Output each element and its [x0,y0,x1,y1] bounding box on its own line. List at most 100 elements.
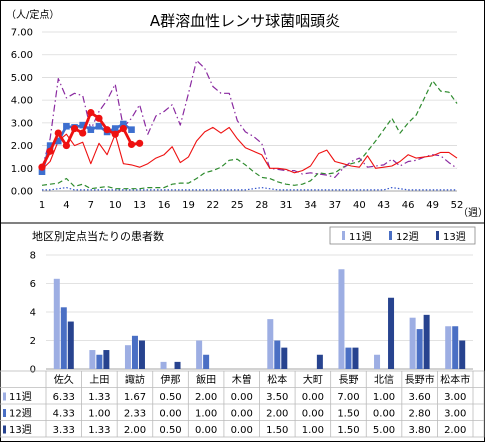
data-table-cell: 0.00 [231,392,253,403]
bar-chart-ytick-label: 4 [30,308,36,319]
legend-swatch [342,231,345,240]
line-chart-xtick-label: 4 [63,200,69,211]
data-table-row-label: 13週 [9,424,32,436]
bar-chart-ytick-label: 8 [30,251,36,262]
line-point-current-year [46,147,54,155]
data-table-cell: 0.00 [231,409,253,420]
line-chart-xtick-label: 52 [451,200,464,211]
data-table-cell: 0.00 [159,409,181,420]
line-chart-xtick-label: 31 [280,200,293,211]
line-chart-xtick-label: 19 [182,200,195,211]
data-table-swatch [3,425,6,434]
bar-chart-ytick-label: 6 [30,279,36,290]
line-point-blue-square [63,122,70,130]
data-table-category: 松本市 [440,373,470,386]
line-chart-xtick-label: 7 [88,200,94,211]
bar-6-1 [274,340,281,369]
line-chart-xtick-label: 22 [207,200,220,211]
data-table-cell: 6.33 [53,392,75,403]
bar-chart-ytick-label: 2 [30,336,36,347]
data-table-category: 長野市 [405,373,435,386]
line-chart-ytick-label: 6.00 [11,50,33,61]
data-table-cell: 0.50 [159,392,181,403]
data-table-cell: 3.00 [444,392,466,403]
bar-0-1 [60,307,67,369]
bar-chart-title: 地区別定点当たりの患者数 [32,229,164,243]
bar-11-1 [452,326,459,369]
line-chart-ytick-label: 3.00 [11,118,33,129]
data-table-row-label: 11週 [9,391,32,403]
bar-1-1 [96,354,103,369]
line-chart-xtick-label: 40 [353,200,366,211]
data-table-cell: 0.00 [302,392,324,403]
bar-6-0 [267,319,274,369]
line-chart-xtick-label: 49 [426,200,439,211]
bar-2-2 [138,340,145,369]
data-table-category: 伊那 [161,374,181,386]
line-series-red-solid [41,126,458,174]
line-chart-ytick-label: 0.00 [11,187,33,198]
data-table-cell: 0.50 [159,425,181,436]
line-chart-xtick-label: 34 [304,200,317,211]
data-table-category: 上田 [89,374,109,386]
line-chart-xtick-label: 37 [329,200,342,211]
line-point-blue-square [87,126,95,133]
line-chart-xtick-label: 25 [231,200,244,211]
data-table-category: 諏訪 [125,373,145,386]
line-series-green-dashed [41,80,458,190]
data-table-cell: 1.33 [88,425,110,436]
data-table-cell: 1.00 [88,409,110,420]
line-point-current-year [54,129,62,137]
data-table-cell: 0.00 [195,425,217,436]
data-table-category: 北信 [374,374,394,386]
bar-11-2 [459,340,466,369]
bar-10-2 [423,314,430,369]
line-point-current-year [87,109,95,117]
data-table-cell: 0.00 [231,425,253,436]
line-series-blue-dotted [42,187,457,191]
data-table-cell: 3.50 [266,392,288,403]
data-table-cell: 3.60 [408,392,430,403]
bar-8-1 [345,347,352,369]
data-table-swatch [3,409,6,417]
data-table-category: 飯田 [196,373,216,386]
line-chart-xlabel: （週） [458,207,485,219]
data-table-cell: 2.00 [444,425,466,436]
data-table-cell: 3.33 [53,425,75,436]
bar-10-1 [416,329,423,369]
line-chart-title: A群溶血性レンサ球菌咽頭炎 [150,12,340,30]
line-point-current-year [127,140,136,149]
line-point-current-year [70,124,79,133]
data-table-category: 長野 [338,374,358,386]
data-table-cell: 1.50 [337,425,359,436]
bar-8-0 [338,269,345,369]
line-chart-ylabel: （人/定点） [6,8,59,21]
bar-1-2 [103,350,110,369]
data-table-cell: 1.50 [337,409,359,420]
data-table-cell: 5.00 [373,425,395,436]
data-table-cell: 4.33 [53,409,75,420]
line-point-current-year [103,126,111,134]
bar-1-0 [89,350,96,369]
bar-8-2 [352,347,359,369]
line-point-current-year [38,163,46,171]
data-table-cell: 1.33 [88,392,110,403]
data-table-row-label: 12週 [9,408,32,420]
data-table-cell: 3.00 [444,409,466,420]
legend-label: 13週 [443,231,466,243]
data-table-cell: 3.80 [408,425,430,436]
line-point-blue-square [111,125,119,132]
line-point-blue-square [54,137,62,145]
data-table-category: 佐久 [54,374,74,386]
bar-7-2 [316,354,323,369]
line-chart-ytick-label: 4.00 [11,96,33,107]
legend-swatch [389,231,392,240]
bar-6-2 [281,347,288,369]
data-table-cell: 2.80 [408,409,430,420]
data-table-cell: 2.00 [195,392,217,403]
line-point-current-year [119,124,127,133]
bar-4-1 [203,354,210,369]
line-point-blue-square [46,142,54,149]
